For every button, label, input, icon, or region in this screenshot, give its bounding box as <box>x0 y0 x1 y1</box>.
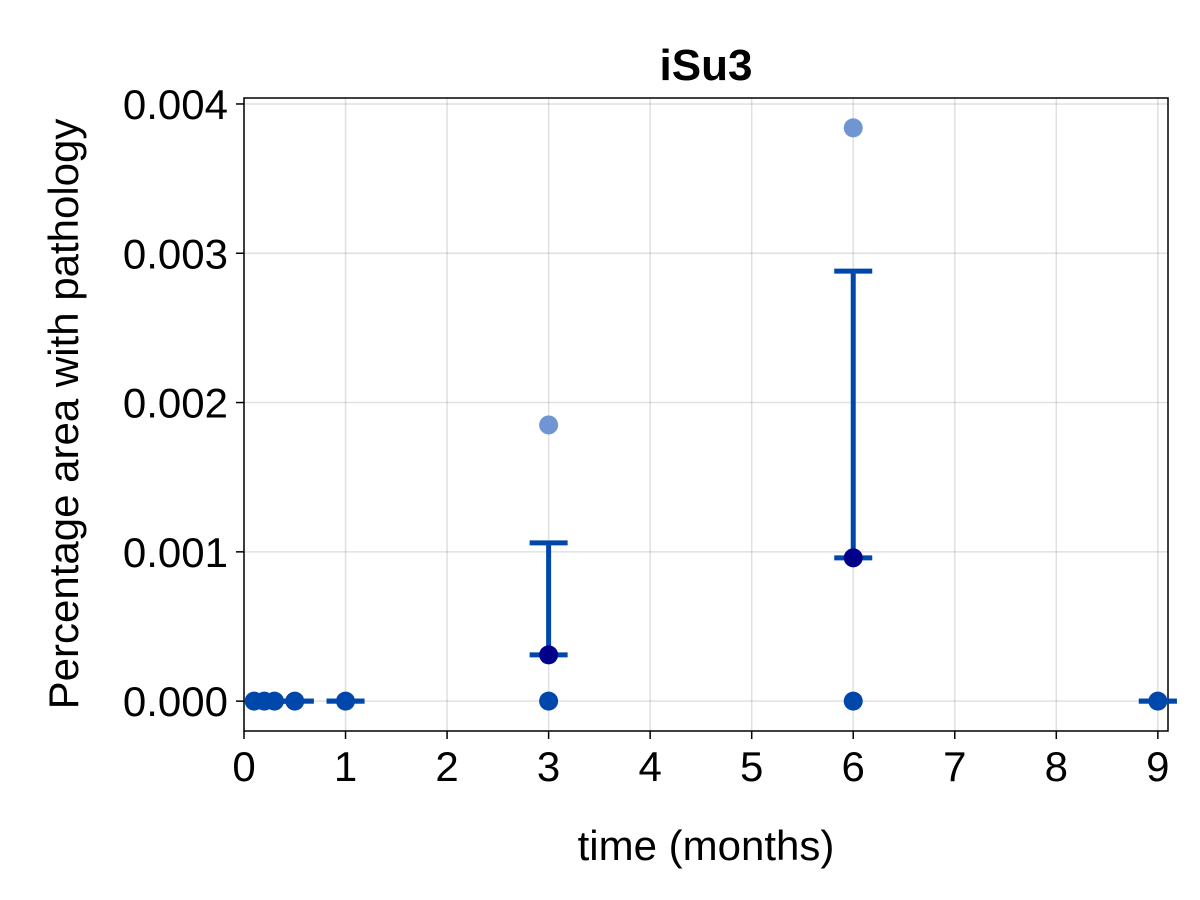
x-tick-label: 2 <box>435 743 458 790</box>
outlier-point <box>843 118 863 138</box>
grid <box>243 98 1168 731</box>
x-tick-label: 7 <box>943 743 966 790</box>
data-point <box>843 691 863 711</box>
chart-title: iSu3 <box>660 41 753 90</box>
data-point <box>539 691 559 711</box>
x-tick-label: 1 <box>334 743 357 790</box>
y-tick-label: 0.002 <box>123 380 228 427</box>
x-tick-label: 3 <box>537 743 560 790</box>
error-bar <box>834 268 873 561</box>
x-tick-label: 5 <box>740 743 763 790</box>
x-tick-label: 0 <box>232 743 255 790</box>
x-tick-label: 4 <box>638 743 661 790</box>
y-tick-label: 0.001 <box>123 529 228 576</box>
outlier-point <box>539 415 559 435</box>
mean-point <box>539 645 559 665</box>
y-tick-label: 0.004 <box>123 81 228 128</box>
x-tick-label: 9 <box>1146 743 1169 790</box>
y-tick-label: 0.003 <box>123 230 228 277</box>
mean-point <box>843 548 863 568</box>
y-tick-label: 0.000 <box>123 678 228 725</box>
y-axis-label: Percentage area with pathology <box>40 119 87 710</box>
x-tick-label: 8 <box>1045 743 1068 790</box>
axis-ticks: 0 1 2 3 4 5 6 7 8 9 0.000 0.001 0.002 0.003 0.004 <box>123 81 1170 790</box>
x-tick-label: 6 <box>842 743 865 790</box>
error-bar <box>529 540 568 658</box>
x-axis-label: time (months) <box>578 822 835 869</box>
data-marks <box>244 118 1177 711</box>
plot-frame <box>243 97 1169 732</box>
